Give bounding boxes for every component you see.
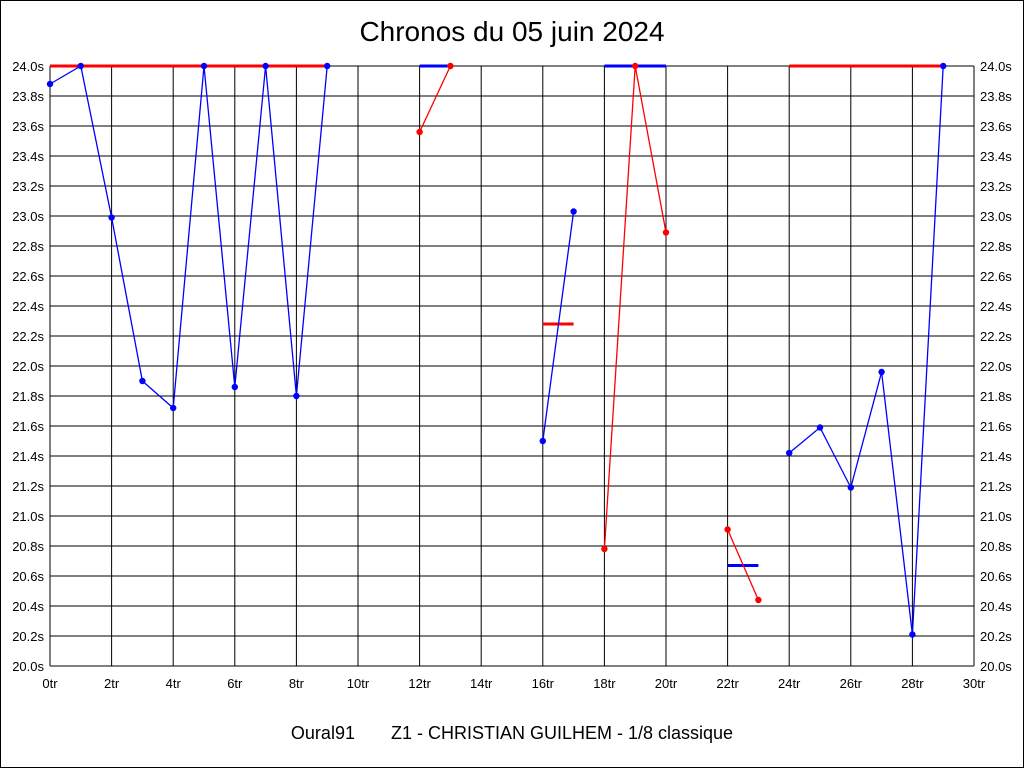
y-tick-label-right: 20.0s	[980, 659, 1012, 674]
series-line	[727, 529, 759, 601]
data-point	[324, 62, 331, 70]
y-tick-label-right: 20.2s	[980, 629, 1012, 644]
data-point	[632, 62, 639, 70]
y-tick-label-right: 21.6s	[980, 419, 1012, 434]
series-line	[603, 65, 667, 550]
data-point	[847, 484, 854, 491]
x-tick-label: 26tr	[840, 676, 863, 691]
data-point	[170, 404, 177, 412]
data-point	[77, 62, 85, 70]
x-tick-label: 6tr	[227, 676, 243, 691]
x-tick-label: 28tr	[901, 676, 924, 691]
chart-footer: Oural91 Z1 - CHRISTIAN GUILHEM - 1/8 clas…	[0, 723, 1024, 744]
y-tick-label-left: 23.4s	[12, 149, 44, 164]
x-tick-label: 4tr	[166, 676, 182, 691]
x-tick-label: 14tr	[470, 676, 493, 691]
footer-club: Oural91	[290, 723, 355, 743]
data-point	[601, 545, 608, 553]
data-point	[940, 62, 947, 70]
y-tick-label-left: 23.0s	[12, 209, 44, 224]
data-point	[200, 62, 208, 70]
data-point	[724, 526, 731, 533]
footer-pilot-info: Z1 - CHRISTIAN GUILHEM - 1/8 classique	[390, 723, 734, 743]
data-point	[570, 208, 577, 215]
data-point	[786, 449, 793, 457]
y-tick-label-left: 20.2s	[12, 629, 44, 644]
y-tick-label-right: 23.8s	[980, 89, 1012, 104]
y-tick-label-left: 23.2s	[12, 179, 44, 194]
x-tick-label: 2tr	[104, 676, 120, 691]
data-point	[816, 424, 824, 431]
y-tick-label-left: 20.6s	[12, 569, 44, 584]
data-point	[539, 437, 546, 445]
y-tick-label-left: 20.0s	[12, 659, 44, 674]
y-tick-label-left: 21.6s	[12, 419, 44, 434]
data-point	[108, 214, 115, 221]
data-point	[262, 62, 269, 70]
data-point	[755, 596, 762, 604]
y-tick-label-right: 20.8s	[980, 539, 1012, 554]
series-line	[788, 65, 944, 635]
y-tick-label-right: 20.4s	[980, 599, 1012, 614]
y-tick-label-left: 22.0s	[12, 359, 44, 374]
y-tick-label-left: 21.4s	[12, 449, 44, 464]
data-point	[662, 229, 670, 236]
x-tick-label: 24tr	[778, 676, 801, 691]
y-tick-label-left: 20.4s	[12, 599, 44, 614]
series-line	[49, 64, 328, 410]
x-tick-label: 18tr	[593, 676, 616, 691]
y-tick-label-left: 22.6s	[12, 269, 44, 284]
y-tick-label-left: 20.8s	[12, 539, 44, 554]
y-tick-label-right: 22.8s	[980, 239, 1012, 254]
y-tick-label-left: 21.2s	[12, 479, 44, 494]
y-tick-label-right: 23.6s	[980, 119, 1012, 134]
y-tick-label-right: 20.6s	[980, 569, 1012, 584]
x-tick-label: 20tr	[655, 676, 678, 691]
y-tick-label-right: 22.2s	[980, 329, 1012, 344]
data-point	[46, 80, 54, 88]
x-tick-label: 10tr	[347, 676, 370, 691]
x-tick-label: 22tr	[716, 676, 739, 691]
y-tick-label-right: 21.2s	[980, 479, 1012, 494]
y-tick-label-left: 21.0s	[12, 509, 44, 524]
y-tick-label-left: 22.8s	[12, 239, 44, 254]
y-tick-label-right: 23.2s	[980, 179, 1012, 194]
series-line	[542, 211, 575, 442]
x-tick-label: 0tr	[42, 676, 58, 691]
data-point	[139, 377, 146, 385]
y-tick-label-left: 23.8s	[12, 89, 44, 104]
data-point	[293, 392, 300, 400]
y-tick-label-left: 23.6s	[12, 119, 44, 134]
y-tick-label-left: 21.8s	[12, 389, 44, 404]
data-point	[416, 128, 423, 136]
data-point	[231, 383, 238, 391]
y-tick-label-right: 22.6s	[980, 269, 1012, 284]
x-tick-label: 30tr	[963, 676, 986, 691]
y-tick-label-left: 22.2s	[12, 329, 44, 344]
y-tick-label-right: 21.0s	[980, 509, 1012, 524]
x-tick-label: 8tr	[289, 676, 305, 691]
x-tick-label: 12tr	[408, 676, 431, 691]
y-tick-label-right: 24.0s	[980, 59, 1012, 74]
data-point	[878, 368, 885, 376]
y-tick-label-right: 21.4s	[980, 449, 1012, 464]
x-tick-label: 16tr	[532, 676, 555, 691]
y-tick-label-right: 23.0s	[980, 209, 1012, 224]
data-point	[909, 631, 916, 638]
y-tick-label-right: 21.8s	[980, 389, 1012, 404]
data-point	[447, 62, 454, 70]
chart-title: Chronos du 05 juin 2024	[359, 16, 665, 47]
y-tick-label-right: 22.4s	[980, 299, 1012, 314]
y-tick-label-left: 22.4s	[12, 299, 44, 314]
y-tick-label-right: 22.0s	[980, 359, 1012, 374]
y-tick-label-right: 23.4s	[980, 149, 1012, 164]
y-tick-label-left: 24.0s	[12, 59, 44, 74]
series-line	[419, 65, 451, 133]
